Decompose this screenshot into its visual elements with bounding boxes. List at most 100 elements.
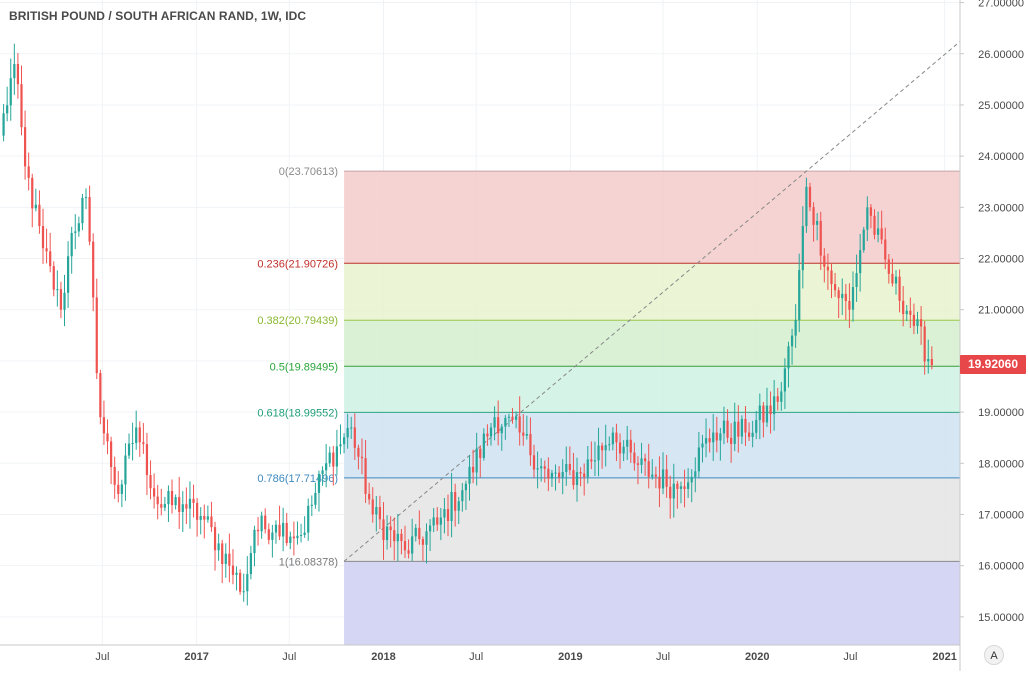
candle-body	[170, 490, 174, 506]
candle-body	[360, 456, 364, 459]
candle-body	[196, 502, 199, 520]
candle-body	[658, 476, 661, 489]
candle-body	[289, 536, 292, 544]
candle-body	[773, 396, 776, 415]
candle-body	[504, 417, 507, 427]
candle-body	[113, 467, 116, 485]
fib-band-extension	[344, 561, 961, 645]
candle-body	[178, 497, 181, 512]
candle-body	[436, 517, 439, 525]
candle-body	[135, 427, 138, 444]
candle-body	[468, 466, 471, 484]
candle-body	[575, 472, 579, 486]
x-tick-label: Jul	[282, 651, 296, 663]
candle-body	[213, 527, 217, 551]
candle-body	[16, 63, 20, 85]
y-tick-label: 23.00000	[978, 202, 1024, 214]
candle-body	[514, 416, 518, 420]
candle-body	[740, 418, 743, 437]
candle-body	[328, 452, 331, 464]
candle-body	[63, 292, 66, 310]
fibonacci-retracement[interactable]: 0(23.70613) 0.236(21.90726) 0.382(20.79439…	[257, 41, 961, 645]
candle-body	[221, 543, 224, 564]
candle-body	[783, 368, 787, 392]
candle-body	[120, 484, 123, 494]
candle-body	[450, 492, 453, 521]
candle-body	[325, 463, 328, 471]
candle-body	[708, 438, 711, 443]
candle-body	[866, 207, 869, 230]
candle-body	[368, 493, 371, 500]
candle-body	[461, 490, 464, 502]
candle-body	[20, 84, 23, 128]
candle-body	[887, 259, 890, 274]
candle-body	[518, 416, 521, 433]
candles[interactable]	[2, 43, 933, 606]
candle-body	[805, 186, 808, 227]
candle-body	[586, 459, 589, 478]
candle-body	[432, 517, 435, 526]
candle-body	[174, 497, 177, 506]
candle-body	[371, 499, 374, 515]
candle-body	[927, 358, 930, 362]
candle-body	[823, 255, 826, 267]
fib-level-label: 0(23.70613)	[279, 166, 338, 178]
candle-body	[74, 231, 77, 233]
x-tick-label: 2019	[558, 651, 582, 663]
y-tick-label: 27.00000	[978, 0, 1024, 10]
y-tick-label: 26.00000	[978, 49, 1024, 61]
candle-body	[841, 293, 844, 299]
candle-body	[833, 284, 837, 291]
candle-body	[712, 432, 715, 443]
candle-body	[794, 319, 797, 336]
candle-body	[550, 472, 554, 479]
x-tick-label: Jul	[843, 651, 857, 663]
candle-body	[260, 515, 263, 532]
candle-body	[859, 250, 862, 274]
candle-body	[418, 527, 421, 540]
candle-body	[357, 447, 360, 457]
candle-body	[801, 226, 804, 271]
candle-body	[282, 522, 285, 537]
fib-level-label: 0.618(18.99552)	[257, 407, 338, 419]
candle-body	[604, 445, 607, 451]
candle-body	[149, 475, 152, 489]
candle-body	[489, 427, 493, 437]
candle-body	[565, 464, 568, 472]
candle-body	[579, 472, 582, 474]
auto-scale-button[interactable]: A	[984, 645, 1004, 665]
candle-body	[346, 427, 349, 438]
candle-body	[303, 532, 306, 535]
candle-body	[364, 458, 367, 494]
candle-body	[590, 459, 593, 462]
fib-trend-line	[343, 41, 961, 562]
candle-body	[923, 326, 926, 362]
candle-body	[884, 239, 887, 260]
candle-body	[912, 314, 916, 327]
candle-body	[428, 525, 432, 532]
candle-body	[296, 535, 299, 539]
candle-body	[891, 273, 894, 284]
candle-body	[242, 591, 245, 593]
candle-body	[109, 441, 113, 468]
fib-level-label: 0.236(21.90726)	[257, 258, 338, 270]
candle-body	[622, 446, 625, 454]
candle-body	[88, 197, 91, 242]
fib-level-label: 0.382(20.79439)	[257, 315, 338, 327]
candle-body	[780, 391, 783, 402]
candle-body	[335, 446, 339, 467]
x-tick-label: 2021	[932, 651, 956, 663]
candle-body	[902, 300, 905, 315]
candle-body	[99, 373, 102, 418]
candle-body	[690, 476, 693, 483]
candle-body	[13, 63, 16, 79]
last-price-tag: 19.92060	[960, 355, 1026, 374]
candle-body	[844, 293, 847, 302]
candle-body	[719, 433, 722, 441]
candle-body	[385, 526, 389, 541]
candle-body	[618, 442, 622, 454]
candle-body	[701, 443, 704, 448]
candle-body	[23, 127, 27, 167]
